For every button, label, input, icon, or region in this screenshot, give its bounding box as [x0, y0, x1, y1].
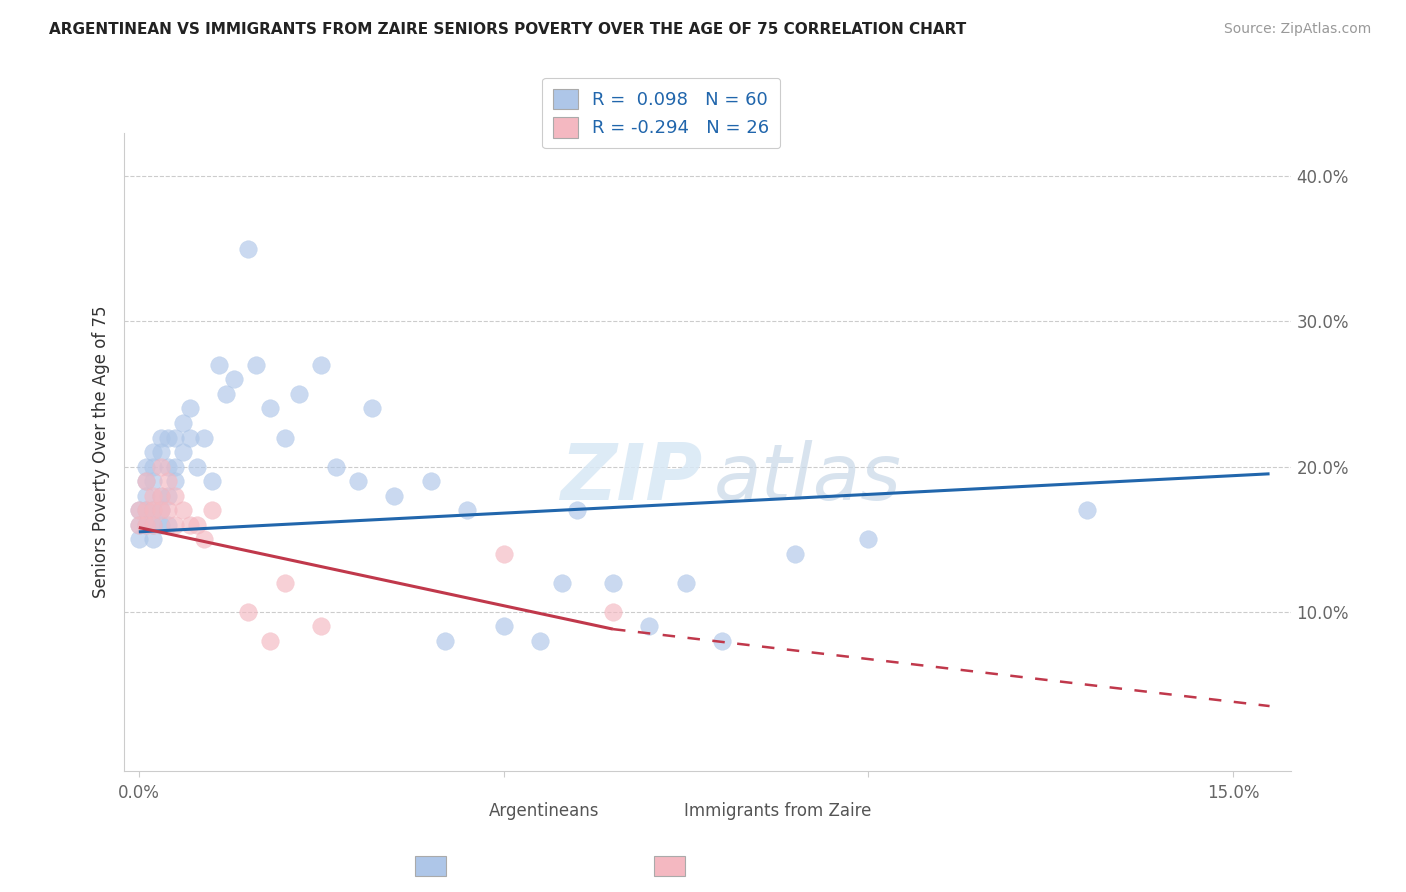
Point: [858, 532, 880, 546]
Point: [361, 401, 384, 416]
Point: [135, 474, 157, 488]
Point: [201, 503, 224, 517]
Point: [142, 445, 165, 459]
Point: [711, 633, 734, 648]
Point: [142, 517, 165, 532]
Text: Argentineans: Argentineans: [489, 802, 600, 820]
Point: [142, 459, 165, 474]
Point: [179, 401, 201, 416]
Point: [142, 474, 165, 488]
Point: [346, 474, 368, 488]
Point: [309, 358, 332, 372]
Point: [128, 517, 150, 532]
Point: [309, 619, 332, 633]
Point: [149, 503, 172, 517]
Point: [208, 358, 231, 372]
Point: [238, 605, 260, 619]
Point: [142, 503, 165, 517]
Point: [201, 474, 224, 488]
Point: [186, 459, 208, 474]
Point: [142, 517, 165, 532]
Text: ARGENTINEAN VS IMMIGRANTS FROM ZAIRE SENIORS POVERTY OVER THE AGE OF 75 CORRELAT: ARGENTINEAN VS IMMIGRANTS FROM ZAIRE SEN…: [49, 22, 966, 37]
Point: [156, 430, 179, 444]
Point: [675, 575, 697, 590]
Point: [186, 517, 208, 532]
Point: [149, 489, 172, 503]
Point: [456, 503, 478, 517]
Point: [172, 503, 194, 517]
Point: [135, 517, 157, 532]
Point: [179, 430, 201, 444]
Point: [149, 459, 172, 474]
Point: [382, 489, 405, 503]
Point: [172, 445, 194, 459]
Point: [135, 517, 157, 532]
Point: [179, 517, 201, 532]
Point: [149, 517, 172, 532]
Point: [325, 459, 347, 474]
Point: [156, 459, 179, 474]
Point: [128, 517, 150, 532]
Point: [419, 474, 441, 488]
Point: [135, 503, 157, 517]
Point: [288, 387, 311, 401]
Point: [156, 474, 179, 488]
Point: [1076, 503, 1098, 517]
Text: Immigrants from Zaire: Immigrants from Zaire: [685, 802, 872, 820]
Point: [142, 489, 165, 503]
Point: [434, 633, 457, 648]
Point: [785, 547, 807, 561]
Point: [149, 489, 172, 503]
Point: [551, 575, 574, 590]
Point: [142, 532, 165, 546]
Point: [215, 387, 238, 401]
Point: [172, 416, 194, 430]
Point: [149, 503, 172, 517]
Point: [602, 605, 624, 619]
Point: [149, 430, 172, 444]
Text: atlas: atlas: [714, 440, 901, 516]
Point: [245, 358, 267, 372]
Point: [193, 430, 215, 444]
Point: [165, 430, 187, 444]
Point: [273, 430, 295, 444]
Point: [259, 401, 281, 416]
Legend: R =  0.098   N = 60, R = -0.294   N = 26: R = 0.098 N = 60, R = -0.294 N = 26: [541, 78, 780, 148]
Text: ZIP: ZIP: [560, 440, 702, 516]
Point: [128, 532, 150, 546]
Point: [165, 474, 187, 488]
Point: [222, 372, 245, 386]
Point: [602, 575, 624, 590]
Point: [492, 619, 515, 633]
Point: [135, 503, 157, 517]
Point: [156, 489, 179, 503]
Point: [135, 459, 157, 474]
Point: [529, 633, 551, 648]
Text: Source: ZipAtlas.com: Source: ZipAtlas.com: [1223, 22, 1371, 37]
Point: [638, 619, 661, 633]
Point: [135, 474, 157, 488]
Point: [149, 445, 172, 459]
Point: [565, 503, 588, 517]
Point: [273, 575, 295, 590]
Point: [165, 459, 187, 474]
Point: [135, 489, 157, 503]
Point: [128, 503, 150, 517]
Point: [156, 517, 179, 532]
Y-axis label: Seniors Poverty Over the Age of 75: Seniors Poverty Over the Age of 75: [93, 306, 110, 599]
Point: [165, 489, 187, 503]
Point: [142, 503, 165, 517]
Point: [128, 503, 150, 517]
Point: [193, 532, 215, 546]
Point: [165, 517, 187, 532]
Point: [156, 503, 179, 517]
Point: [238, 242, 260, 256]
Point: [492, 547, 515, 561]
Point: [259, 633, 281, 648]
